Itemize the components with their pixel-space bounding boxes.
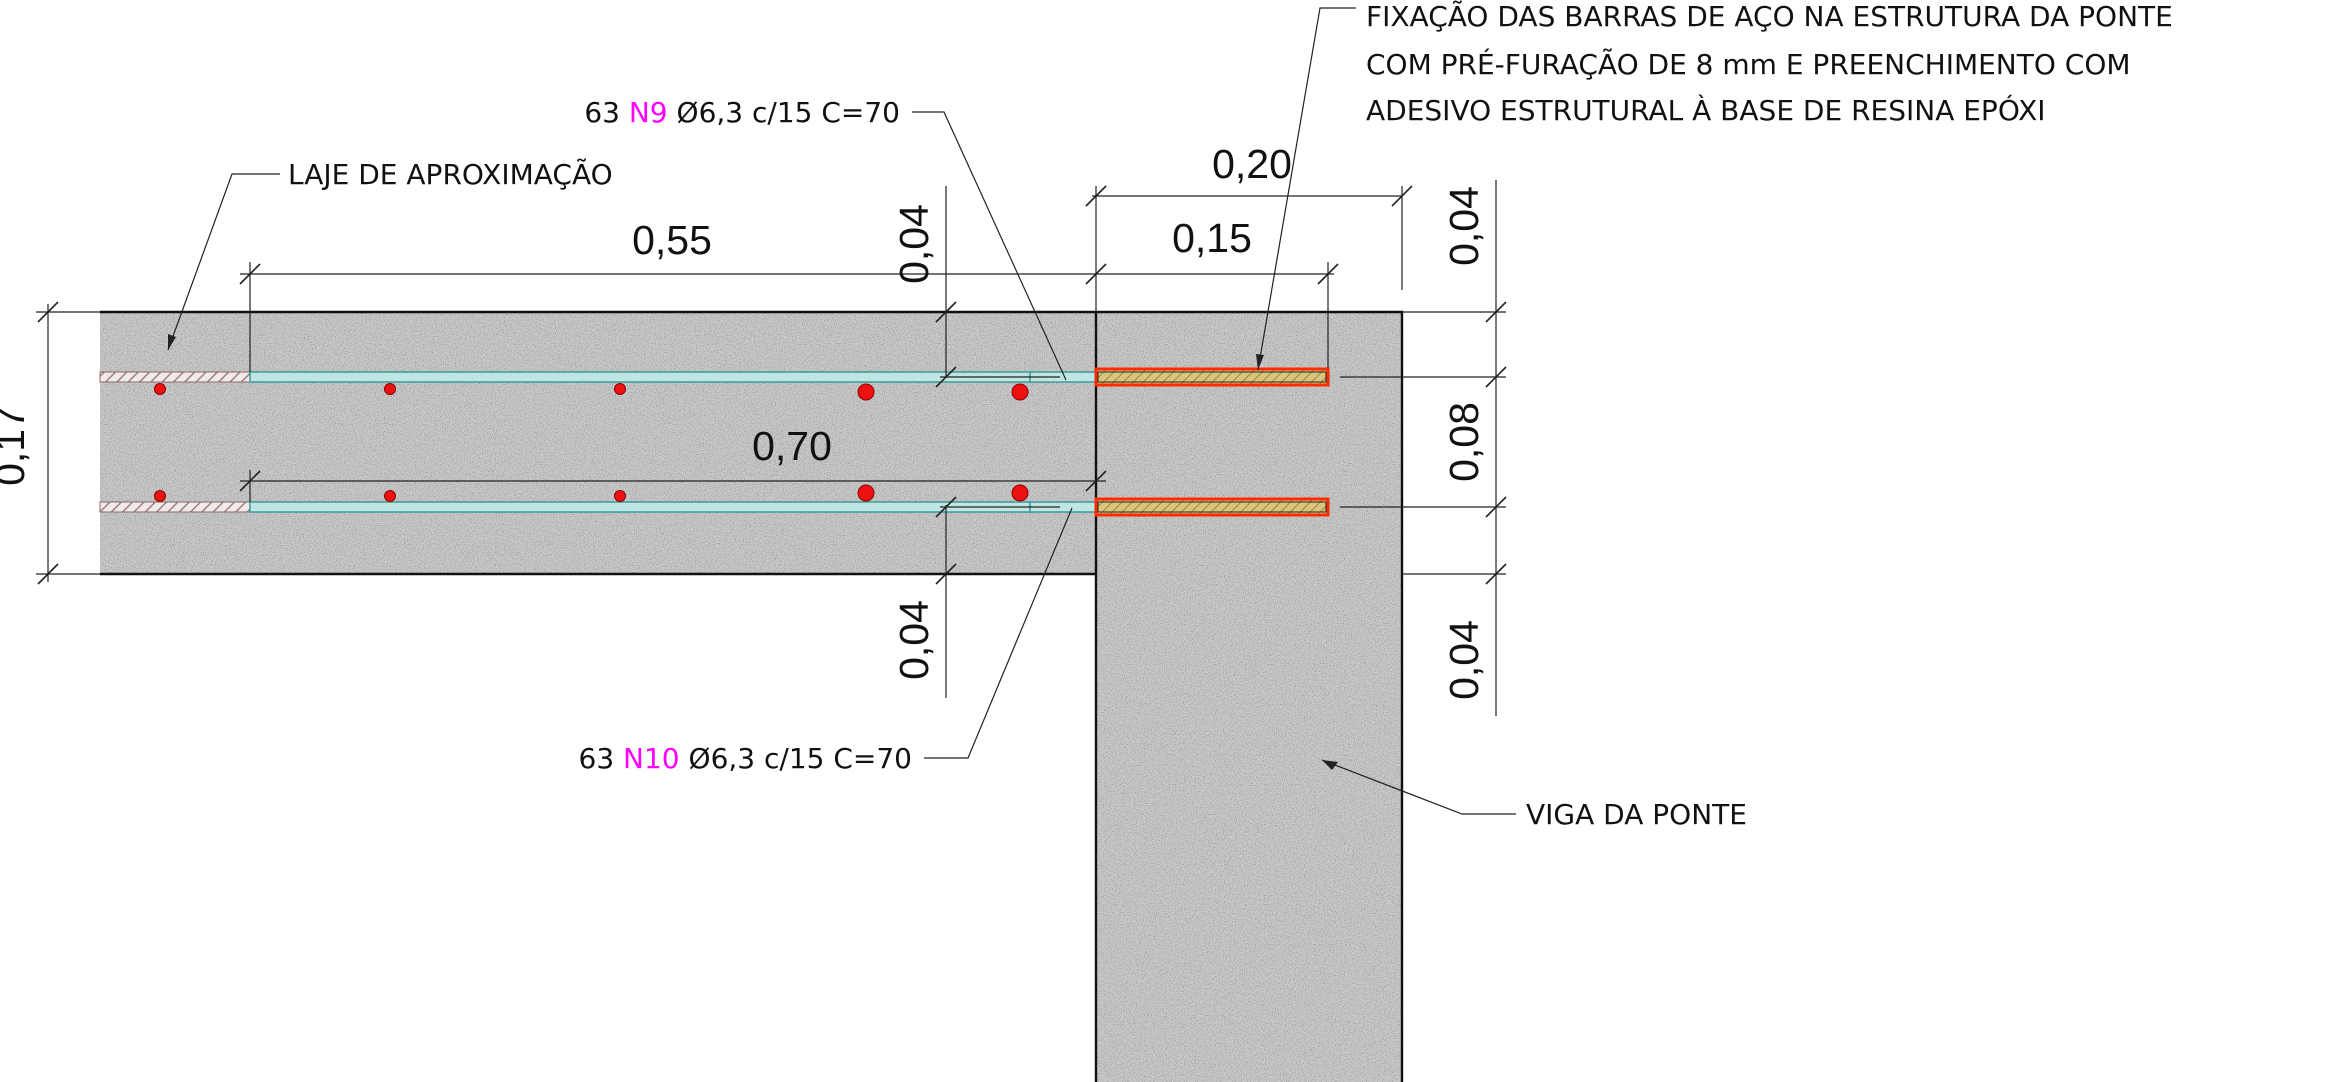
rebar-n10-mark: N10 (623, 742, 680, 775)
leader-lines (167, 7, 1516, 815)
transverse-bars (154, 383, 1029, 502)
concrete-body (100, 312, 1402, 1082)
dim-slab-span: 0,55 (632, 217, 712, 263)
anchor-bottom (1094, 497, 1330, 517)
approach-slab (100, 312, 1096, 574)
dim-cover-top: 0,04 (891, 204, 937, 284)
fixing-note-line2: COM PRÉ-FURAÇÃO DE 8 mm E PREENCHIMENTO … (1366, 47, 2131, 81)
rebar-n10-qty: 63 (579, 742, 615, 775)
dim-top-embed: 0,15 (1172, 215, 1252, 261)
rebar-top (99, 367, 1330, 387)
rebar-n9-mark: N9 (629, 96, 668, 129)
anchor-top (1094, 367, 1330, 387)
fixing-note-line1: FIXAÇÃO DAS BARRAS DE AÇO NA ESTRUTURA D… (1366, 0, 2173, 33)
dim-right-top: 0,04 (1441, 186, 1487, 266)
rebar-n9-qty: 63 (584, 96, 620, 129)
dim-right-bottom: 0,04 (1441, 620, 1487, 700)
rebar-n9-callout: 63 N9 Ø6,3 c/15 C=70 (584, 96, 900, 129)
dim-top-overall: 0,20 (1212, 141, 1292, 187)
bridge-beam (1096, 312, 1402, 1082)
rebar-n9-spec: Ø6,3 c/15 C=70 (677, 96, 900, 129)
label-bridge-beam: VIGA DA PONTE (1526, 798, 1747, 831)
dim-right-mid: 0,08 (1441, 402, 1487, 482)
rebar-n10-spec: Ø6,3 c/15 C=70 (689, 742, 912, 775)
rebar-n10-callout: 63 N10 Ø6,3 c/15 C=70 (579, 742, 913, 775)
dim-cover-bottom: 0,04 (891, 600, 937, 680)
fixing-note-line3: ADESIVO ESTRUTURAL À BASE DE RESINA EPÓX… (1366, 93, 2046, 127)
rebar-bottom (99, 497, 1330, 517)
dim-slab-thickness: 0,17 (0, 406, 33, 486)
dim-rebar-length: 0,70 (752, 423, 832, 469)
label-approach-slab: LAJE DE APROXIMAÇÃO (288, 158, 613, 191)
dimension-lines (36, 180, 1507, 716)
